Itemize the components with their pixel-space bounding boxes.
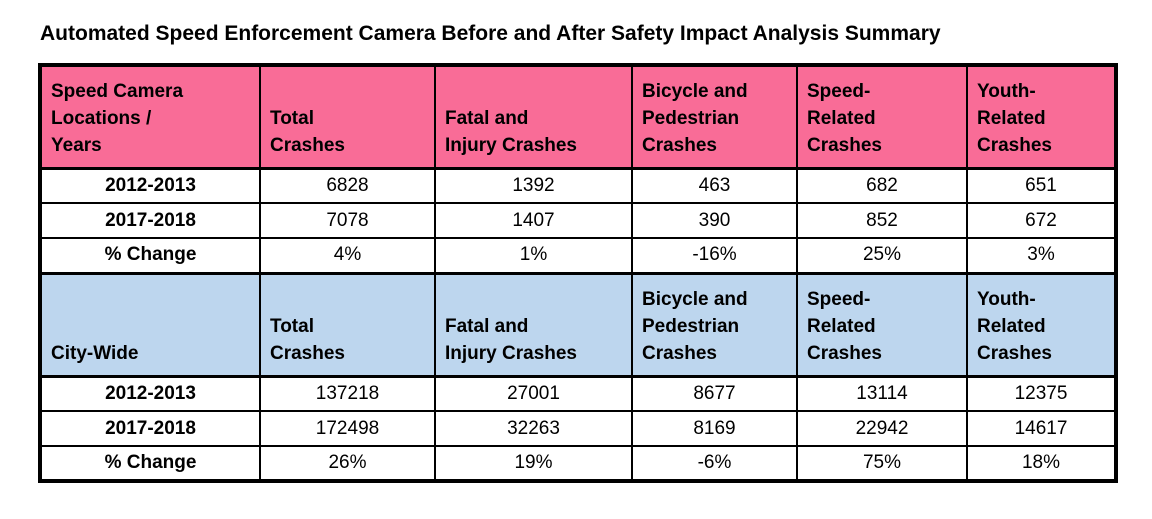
column-header-locations-years: Speed Camera Locations / Years <box>39 63 261 170</box>
column-header-youth-related-crashes: Youth- Related Crashes <box>966 63 1117 170</box>
cell-value: 8169 <box>631 410 798 447</box>
cell-value: 651 <box>966 167 1117 204</box>
cell-value: 19% <box>434 445 633 482</box>
table-row-camera-2012-2013: 2012-2013 6828 1392 463 682 651 <box>39 167 1117 204</box>
cell-value: 463 <box>631 167 798 204</box>
column-header-fatal-injury-crashes: Fatal and Injury Crashes <box>434 63 633 170</box>
column-header-speed-related-crashes: Speed- Related Crashes <box>796 63 968 170</box>
cell-value: 672 <box>966 202 1117 239</box>
column-header-speed-related-crashes: Speed- Related Crashes <box>796 271 968 378</box>
table-row-citywide-pct-change: % Change 26% 19% -6% 75% 18% <box>39 445 1117 482</box>
column-header-total-crashes: Total Crashes <box>259 63 436 170</box>
table-row-camera-2017-2018: 2017-2018 7078 1407 390 852 672 <box>39 202 1117 239</box>
table-row-citywide-2017-2018: 2017-2018 172498 32263 8169 22942 14617 <box>39 410 1117 447</box>
cell-value: 8677 <box>631 375 798 412</box>
cell-value: 22942 <box>796 410 968 447</box>
cell-value: 137218 <box>259 375 436 412</box>
column-header-youth-related-crashes: Youth- Related Crashes <box>966 271 1117 378</box>
cell-value: 6828 <box>259 167 436 204</box>
table-row-camera-pct-change: % Change 4% 1% -16% 25% 3% <box>39 237 1117 274</box>
cell-value: 25% <box>796 237 968 274</box>
cell-value: 32263 <box>434 410 633 447</box>
cell-value: 18% <box>966 445 1117 482</box>
row-label: % Change <box>39 237 261 274</box>
cell-value: 682 <box>796 167 968 204</box>
row-label: 2017-2018 <box>39 202 261 239</box>
row-label: 2017-2018 <box>39 410 261 447</box>
column-header-bicycle-pedestrian-crashes: Bicycle and Pedestrian Crashes <box>631 271 798 378</box>
cell-value: 852 <box>796 202 968 239</box>
cell-value: 390 <box>631 202 798 239</box>
cell-value: 1407 <box>434 202 633 239</box>
cell-value: 1% <box>434 237 633 274</box>
column-header-city-wide: City-Wide <box>39 271 261 378</box>
column-header-fatal-injury-crashes: Fatal and Injury Crashes <box>434 271 633 378</box>
cell-value: 3% <box>966 237 1117 274</box>
cell-value: -16% <box>631 237 798 274</box>
row-label: 2012-2013 <box>39 375 261 412</box>
row-label: % Change <box>39 445 261 482</box>
cell-value: 12375 <box>966 375 1117 412</box>
cell-value: 13114 <box>796 375 968 412</box>
cell-value: 7078 <box>259 202 436 239</box>
row-label: 2012-2013 <box>39 167 261 204</box>
page-title: Automated Speed Enforcement Camera Befor… <box>40 22 941 45</box>
citywide-section-header-row: City-Wide Total Crashes Fatal and Injury… <box>39 271 1117 378</box>
column-header-total-crashes: Total Crashes <box>259 271 436 378</box>
cell-value: 14617 <box>966 410 1117 447</box>
table-row-citywide-2012-2013: 2012-2013 137218 27001 8677 13114 12375 <box>39 375 1117 412</box>
cell-value: 172498 <box>259 410 436 447</box>
safety-impact-table: Speed Camera Locations / Years Total Cra… <box>38 63 1118 483</box>
camera-section-header-row: Speed Camera Locations / Years Total Cra… <box>39 63 1117 170</box>
cell-value: 27001 <box>434 375 633 412</box>
cell-value: 4% <box>259 237 436 274</box>
cell-value: -6% <box>631 445 798 482</box>
column-header-bicycle-pedestrian-crashes: Bicycle and Pedestrian Crashes <box>631 63 798 170</box>
cell-value: 26% <box>259 445 436 482</box>
cell-value: 1392 <box>434 167 633 204</box>
cell-value: 75% <box>796 445 968 482</box>
